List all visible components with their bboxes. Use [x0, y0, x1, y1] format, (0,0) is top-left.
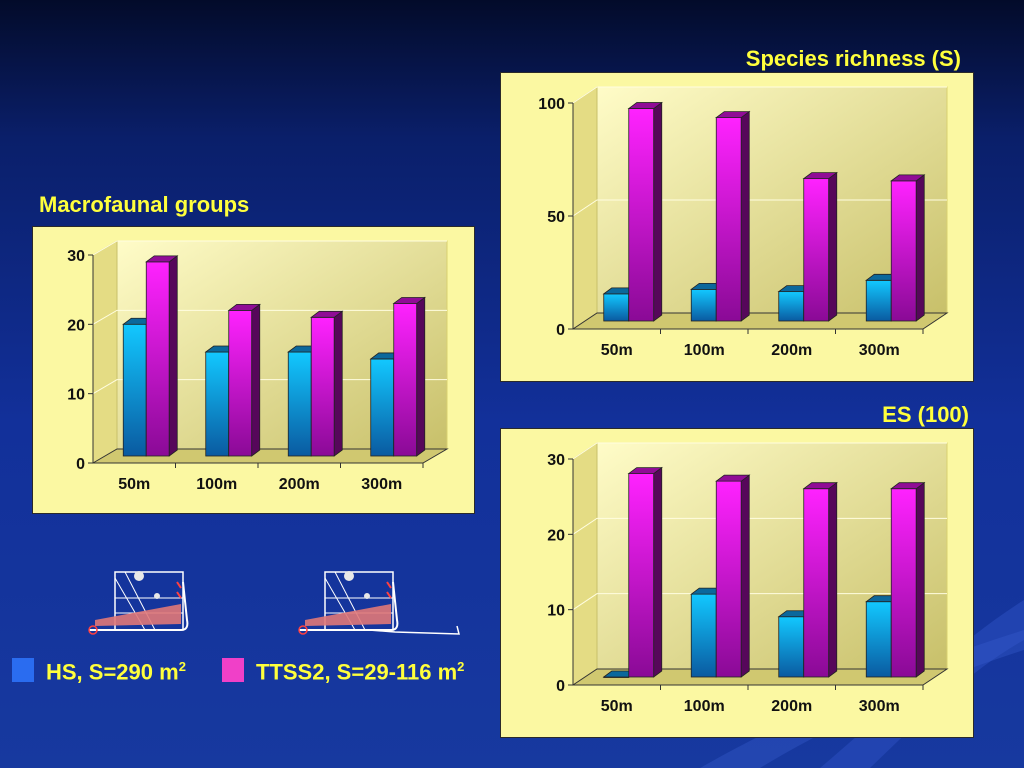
y-tick-label: 10 [67, 387, 85, 404]
chart-floor [571, 312, 949, 330]
side-wall [572, 442, 598, 686]
chart-panel-es100: 0 10 20 30 50m 100m 200m 300m [500, 428, 974, 738]
gridline [92, 240, 447, 256]
bar-ttss2 [802, 171, 838, 322]
x-tick-label: 300m [859, 698, 900, 715]
bar-ttss2 [627, 101, 663, 322]
y-tick-label: 50 [547, 209, 565, 226]
legend-label-ttss2: TTSS2, S=29-116 m2 [256, 659, 465, 685]
side-wall [92, 240, 118, 464]
chart-title-species-richness: Species richness (S) [745, 46, 961, 71]
bar-chart-macrofaunal: 0 10 20 30 50m 100m 200m 300m [67, 240, 449, 493]
legend-swatch-hs [12, 658, 34, 682]
chart-floor [571, 668, 949, 686]
bar-ttss2 [227, 303, 261, 457]
bar-ttss2 [627, 466, 663, 678]
x-tick-label: 300m [859, 342, 900, 359]
bar-ttss2 [802, 481, 838, 678]
chart-title-macrofaunal: Macrofaunal groups [39, 192, 250, 217]
chart-panel-species-richness: 0 50 100 50m 100m 200m 300m [500, 72, 974, 382]
x-tick-label: 200m [771, 698, 812, 715]
bar-ttss2 [145, 255, 179, 457]
x-tick-label: 50m [601, 342, 633, 359]
gridline [572, 86, 947, 104]
chart-title-es100: ES (100) [882, 402, 969, 427]
x-tick-label: 100m [684, 342, 725, 359]
x-tick-label: 50m [118, 476, 150, 493]
bar-ttss2 [715, 110, 751, 322]
y-tick-label: 0 [556, 678, 565, 695]
bar-ttss2 [392, 296, 426, 457]
legend-swatch-ttss2 [222, 658, 244, 682]
x-tick-label: 200m [279, 476, 320, 493]
bar-ttss2 [890, 174, 926, 322]
legend-label-hs: HS, S=290 m2 [46, 659, 186, 685]
chart-panel-macrofaunal: 0 10 20 30 50m 100m 200m 300m [32, 226, 475, 514]
y-tick-label: 0 [556, 322, 565, 339]
x-tick-label: 100m [684, 698, 725, 715]
y-tick-label: 10 [547, 603, 565, 620]
y-tick-label: 30 [547, 452, 565, 469]
x-tick-label: 200m [771, 342, 812, 359]
y-tick-label: 0 [76, 456, 85, 473]
gridline [92, 309, 447, 325]
x-tick-label: 300m [361, 476, 402, 493]
ttss2-sampler-sled-icon [298, 571, 460, 635]
x-tick-label: 100m [196, 476, 237, 493]
y-tick-label: 30 [67, 248, 85, 265]
y-tick-label: 20 [67, 317, 85, 334]
hs-sampler-sled-icon [88, 571, 189, 635]
bar-chart-species-richness: 0 50 100 50m 100m 200m 300m [538, 86, 949, 359]
bar-ttss2 [715, 474, 751, 678]
chart-floor [91, 448, 449, 464]
y-tick-label: 100 [538, 96, 565, 113]
bar-ttss2 [310, 310, 344, 457]
bar-chart-es100: 0 10 20 30 50m 100m 200m 300m [547, 442, 949, 715]
bar-ttss2 [890, 481, 926, 678]
x-tick-label: 50m [601, 698, 633, 715]
gridline [572, 442, 947, 460]
y-tick-label: 20 [547, 527, 565, 544]
